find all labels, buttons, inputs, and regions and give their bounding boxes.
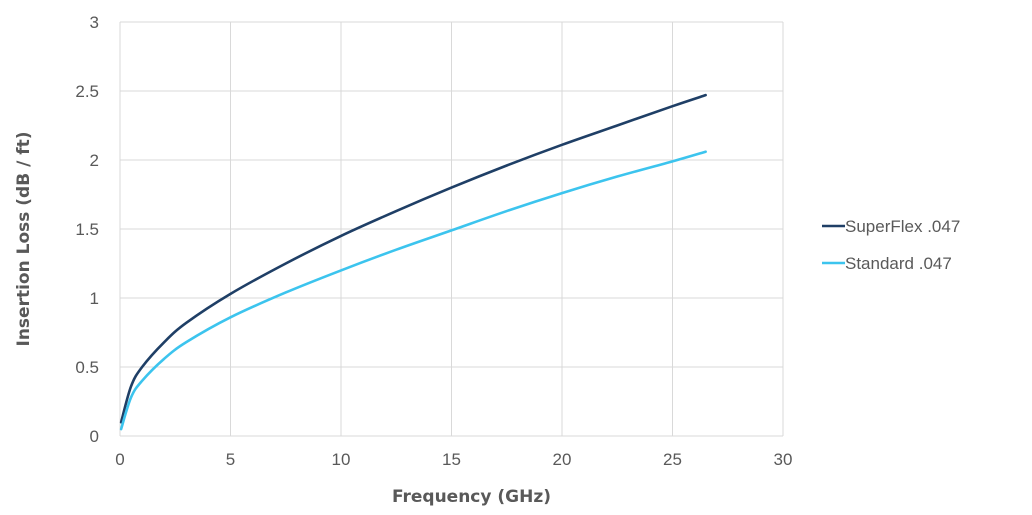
y-tick-label: 1.5 xyxy=(75,220,99,239)
x-tick-label: 15 xyxy=(442,450,461,469)
x-tick-label: 0 xyxy=(115,450,124,469)
x-tick-label: 5 xyxy=(226,450,235,469)
x-tick-label: 10 xyxy=(332,450,351,469)
gridlines xyxy=(119,21,784,437)
series-lines xyxy=(119,93,707,431)
y-tick-label: 2.5 xyxy=(75,82,99,101)
legend-label: Standard .047 xyxy=(845,254,952,273)
x-axis-title: Frequency (GHz) xyxy=(392,487,551,507)
series-line-1 xyxy=(119,150,707,431)
y-axis-title: Insertion Loss (dB / ft) xyxy=(14,131,34,346)
y-tick-label: 3 xyxy=(90,13,99,32)
x-tick-label: 20 xyxy=(553,450,572,469)
series-line-0 xyxy=(119,93,707,424)
y-tick-label: 2 xyxy=(90,151,99,170)
x-tick-label: 30 xyxy=(774,450,793,469)
legend-label: SuperFlex .047 xyxy=(845,217,960,236)
x-tick-label: 25 xyxy=(663,450,682,469)
tick-labels: 0 5 10 15 20 25 30 0 0.5 1 1.5 2 2.5 3 xyxy=(75,13,792,469)
y-tick-label: 0 xyxy=(90,427,99,446)
y-tick-label: 0.5 xyxy=(75,358,99,377)
legend: SuperFlex .047 Standard .047 xyxy=(822,217,960,273)
y-tick-label: 1 xyxy=(90,289,99,308)
